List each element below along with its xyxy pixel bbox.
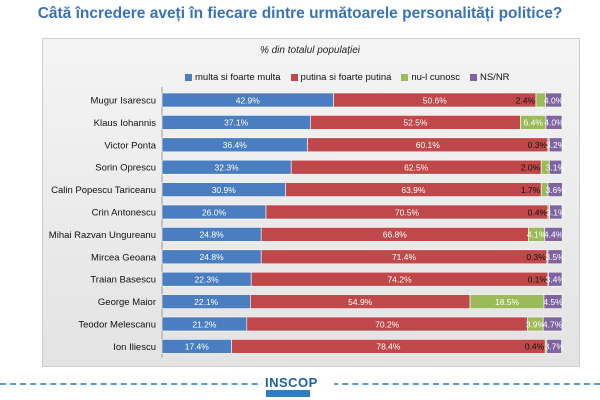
category-label: Sorin Oprescu (95, 163, 156, 174)
data-label-s3: 4.1% (527, 230, 547, 240)
data-label-s1: 17.4% (185, 342, 210, 352)
data-label-s3: 2.0% (521, 163, 541, 173)
data-label-s4: 4.5% (543, 297, 563, 307)
data-label-s2: 50.6% (423, 95, 448, 105)
legend-swatch-s2 (290, 73, 298, 81)
bar-segment-s4 (547, 182, 563, 197)
category-label: Crin Antonescu (92, 208, 156, 219)
data-label-s3: 0.1% (528, 275, 548, 285)
data-label-s4: 3.1% (546, 207, 566, 217)
bar-segment-s4 (548, 271, 563, 287)
category-label: Mugur Isarescu (91, 96, 156, 107)
category-label: Ion Iliescu (113, 342, 156, 353)
data-label-s4: 3.4% (546, 275, 566, 285)
category-label: Klaus Iohannis (94, 118, 157, 129)
data-label-s2: 70.2% (375, 319, 400, 329)
data-label-s2: 78.4% (376, 342, 401, 352)
legend-item-s3: nu-l cunosc (401, 72, 460, 83)
data-label-s1: 32.3% (215, 163, 240, 173)
chart-title: Câtă încredere aveți în fiecare dintre u… (37, 5, 563, 22)
data-label-s4: 3.7% (545, 342, 565, 352)
legend-label-s2: putina si foarte putina (300, 71, 392, 83)
legend-label-s3: nu-l cunosc (411, 71, 460, 83)
data-label-s4: 3.2% (546, 140, 566, 150)
data-label-s4: 4.4% (544, 230, 564, 240)
legend-item-s4: NS/NR (469, 71, 510, 83)
bar-segment-s4 (548, 159, 562, 175)
bar-segment-s4 (545, 92, 562, 108)
bar-segment-s4 (545, 115, 563, 130)
bar-segment-s4 (549, 204, 563, 220)
category-label: Victor Ponta (104, 140, 156, 151)
chart-legend: multa si foarte multa putina si foarte p… (185, 70, 520, 84)
legend-label-s1: multa si foarte multa (195, 71, 281, 83)
data-label-s1: 24.8% (200, 252, 225, 262)
data-label-s2: 70.5% (395, 207, 420, 217)
category-label: George Maior (98, 297, 156, 308)
data-label-s1: 24.8% (200, 230, 225, 240)
data-label-s2: 60.1% (416, 140, 441, 150)
data-label-s1: 36.4% (223, 140, 248, 150)
data-label-s4: 3.6% (546, 185, 566, 195)
category-label: Calin Popescu Tariceanu (51, 185, 156, 196)
data-label-s1: 26.0% (202, 207, 227, 217)
bar-segment-s4 (546, 339, 562, 354)
data-label-s3: 0.4% (525, 342, 545, 352)
legend-item-s2: putina si foarte putina (290, 71, 392, 83)
data-label-s1: 37.1% (224, 118, 249, 128)
data-label-s3: 0.4% (528, 207, 548, 217)
category-label: Mihai Razvan Ungureanu (49, 230, 156, 241)
data-label-s4: 4.7% (543, 319, 563, 329)
bar-segment-s4 (544, 227, 563, 242)
data-label-s1: 42.9% (236, 95, 261, 105)
legend-swatch-s3 (401, 73, 409, 81)
bar-segment-s4 (547, 249, 563, 265)
data-label-s4: 3.5% (545, 252, 565, 262)
data-label-s3: 0.3% (528, 140, 548, 150)
data-label-s2: 62.5% (404, 163, 429, 173)
data-label-s2: 63.9% (401, 185, 426, 195)
data-label-s3: 3.9% (526, 319, 546, 329)
data-label-s2: 52.5% (403, 118, 428, 128)
legend-swatch-s4 (469, 73, 477, 81)
data-label-s3: 0.3% (526, 252, 546, 262)
bar-segment-s4 (548, 137, 563, 153)
data-label-s3: 6.4% (524, 118, 544, 128)
category-label: Teodor Melescanu (78, 320, 156, 331)
data-label-s1: 22.3% (195, 275, 220, 285)
data-label-s1: 22.1% (194, 297, 219, 307)
data-label-s2: 74.2% (388, 275, 413, 285)
data-label-s3: 1.7% (521, 185, 541, 195)
data-label-s1: 30.9% (212, 185, 237, 195)
data-label-s2: 71.4% (392, 252, 417, 262)
category-label: Mircea Geoana (91, 252, 157, 263)
data-label-s4: 3.1% (546, 163, 566, 173)
legend-swatch-s1 (185, 73, 192, 81)
data-label-s1: 21.2% (192, 319, 217, 329)
legend-label-s4: NS/NR (479, 71, 510, 83)
bar-segment-s4 (543, 294, 563, 309)
data-label-s2: 54.9% (348, 297, 373, 307)
logo-bar (266, 390, 310, 397)
data-label-s3: 18.5% (495, 297, 520, 307)
data-label-s4: 4.0% (544, 118, 564, 128)
data-label-s3: 2.4% (516, 95, 536, 105)
logo-text: INSCOP (265, 375, 318, 390)
data-label-s4: 4.0% (544, 95, 564, 105)
category-label: Traian Basescu (90, 275, 156, 286)
legend-item-s1: multa si foarte multa (185, 72, 281, 83)
data-label-s2: 66.8% (383, 230, 408, 240)
chart-subtitle: % din totalul populației (259, 45, 361, 56)
bar-segment-s4 (542, 316, 563, 332)
